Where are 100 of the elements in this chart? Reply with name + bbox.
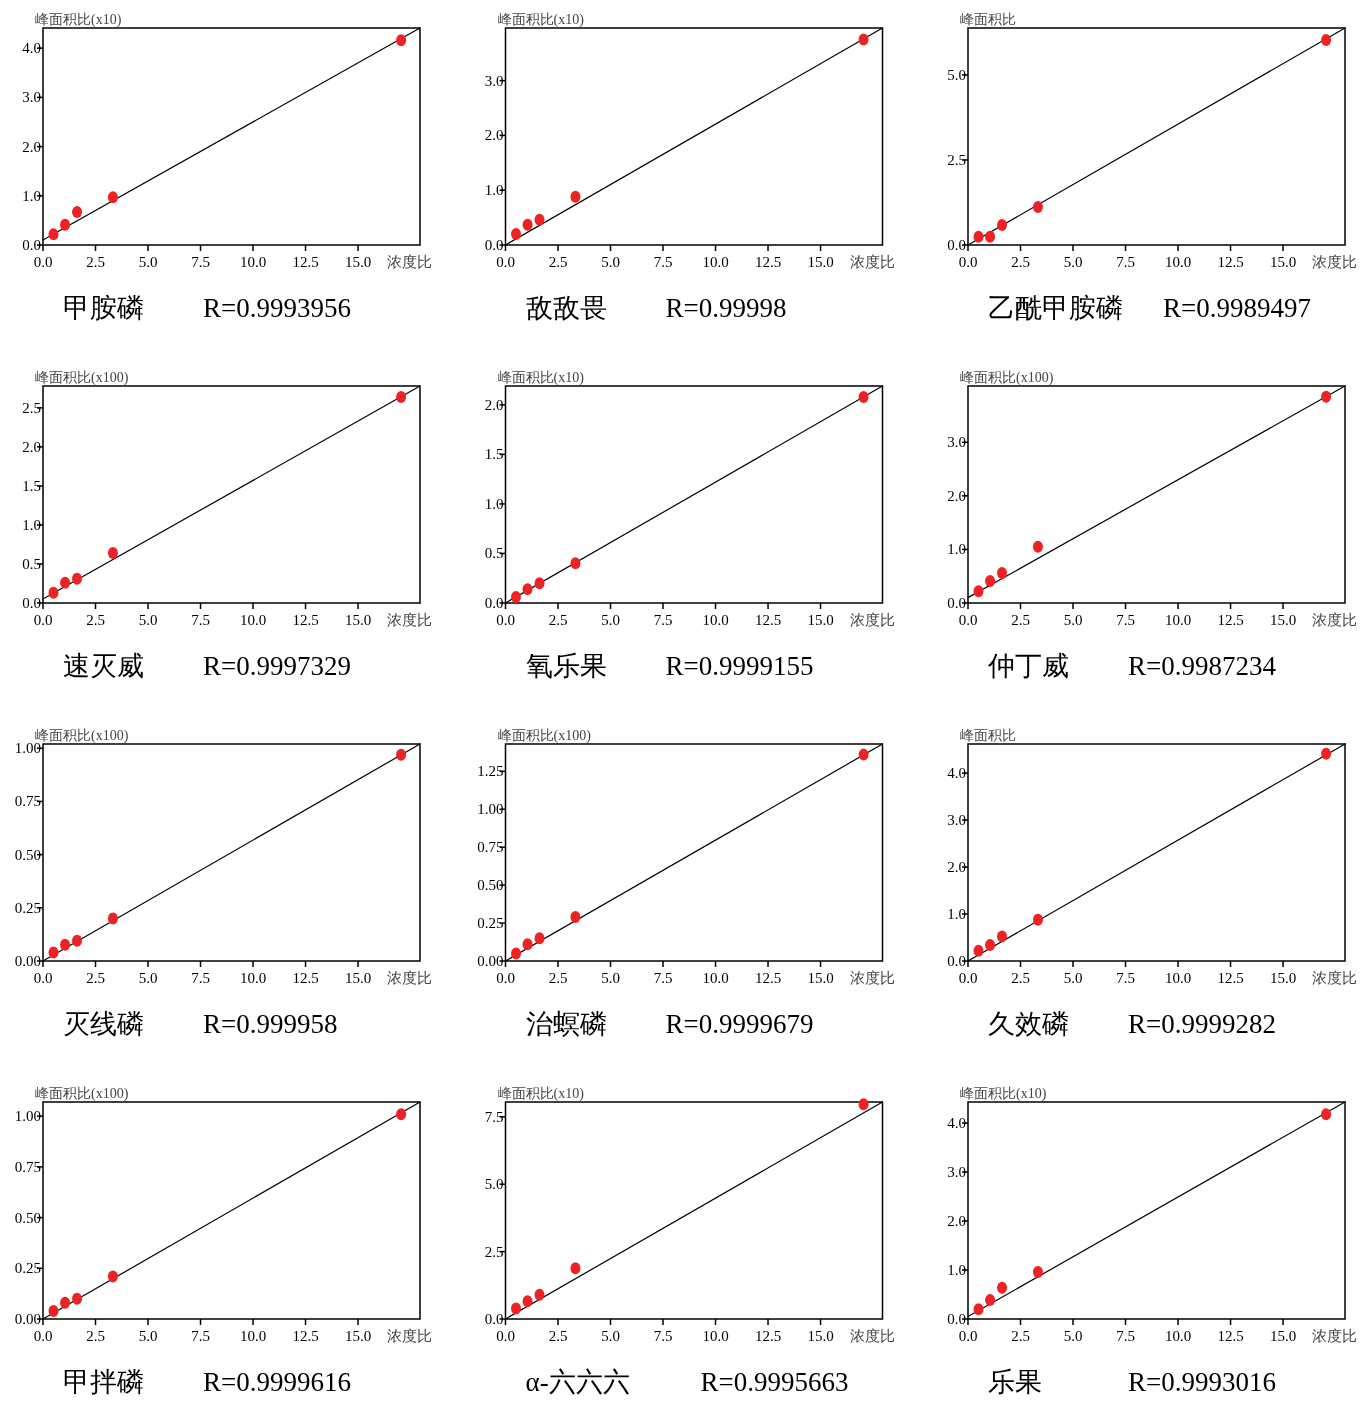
- y-tick-label: 0.0: [484, 595, 504, 611]
- y-axis-title: 峰面积比(x10): [497, 1086, 585, 1102]
- x-tick-label: 12.5: [754, 612, 782, 628]
- x-tick-label: 12.5: [1217, 1328, 1244, 1344]
- y-tick-label: 2.0: [947, 487, 966, 504]
- x-tick-label: 7.5: [191, 612, 210, 628]
- point: [60, 938, 71, 951]
- text: α-六六六: [525, 1367, 630, 1397]
- x-tick-label: 0.0: [958, 254, 978, 270]
- x-tick-label: 5.0: [601, 1328, 620, 1344]
- x-tick-label: 12.5: [292, 970, 319, 986]
- point: [858, 748, 869, 761]
- x-tick-label: 7.5: [1116, 1328, 1135, 1344]
- x-axis-title: 浓度比: [849, 254, 895, 270]
- text: R=0.9989497: [1163, 293, 1311, 323]
- x-tick-label: 12.5: [1217, 970, 1244, 986]
- y-tick-label: 0.0: [22, 237, 41, 253]
- y-axis-title: 峰面积比(x10): [497, 12, 585, 28]
- x-tick-label: 2.5: [548, 612, 568, 628]
- x-tick-label: 5.0: [1063, 1328, 1083, 1344]
- point: [1032, 200, 1043, 213]
- x-tick-label: 15.0: [807, 254, 834, 270]
- y-tick-label: 5.0: [484, 1176, 504, 1193]
- point: [107, 912, 118, 925]
- point: [522, 1295, 533, 1308]
- y-tick-label: 2.0: [22, 438, 41, 455]
- x-tick-label: 15.0: [807, 1328, 834, 1344]
- x-tick-label: 2.5: [1011, 1328, 1030, 1344]
- y-tick-label: 1.5: [484, 446, 504, 463]
- point: [72, 572, 83, 585]
- point: [511, 1302, 521, 1315]
- y-tick-label: 2.0: [484, 127, 504, 144]
- x-tick-label: 15.0: [1269, 1328, 1297, 1344]
- y-tick-label: 0.0: [947, 237, 966, 253]
- point: [107, 547, 118, 560]
- text: 氧乐果: [525, 651, 607, 681]
- text: 速灭威: [63, 651, 144, 681]
- text: 甲胺磷: [63, 293, 144, 323]
- x-tick-label: 0.0: [958, 970, 978, 986]
- x-tick-label: 15.0: [1269, 254, 1297, 270]
- point: [522, 583, 533, 596]
- point: [396, 390, 407, 403]
- point: [48, 586, 59, 599]
- x-tick-label: 2.5: [548, 1328, 568, 1344]
- x-tick-label: 7.5: [1116, 970, 1135, 986]
- point: [1032, 540, 1043, 553]
- text: R=0.9993016: [1128, 1367, 1276, 1397]
- y-axis-title: 峰面积比(x100): [35, 370, 129, 386]
- y-tick-label: 0.75: [14, 793, 41, 810]
- x-tick-label: 5.0: [138, 254, 158, 270]
- point: [60, 218, 71, 231]
- y-tick-label: 1.0: [947, 541, 966, 558]
- point: [570, 190, 581, 203]
- text: R=0.9997329: [203, 651, 351, 681]
- x-tick-label: 2.5: [86, 254, 105, 270]
- x-tick-label: 10.0: [702, 612, 729, 628]
- x-tick-label: 0.0: [496, 970, 515, 986]
- y-axis-title: 峰面积比(x10): [35, 12, 122, 28]
- x-tick-label: 7.5: [653, 612, 673, 628]
- text: 久效磷: [988, 1009, 1069, 1039]
- point: [396, 34, 407, 47]
- y-tick-label: 5.0: [947, 66, 966, 83]
- x-tick-label: 15.0: [807, 612, 834, 628]
- x-tick-label: 0.0: [958, 612, 978, 628]
- y-tick-label: 1.5: [22, 477, 41, 494]
- x-axis-title: 浓度比: [1312, 1328, 1357, 1344]
- x-axis-title: 浓度比: [849, 612, 895, 628]
- y-tick-label: 1.0: [22, 187, 41, 204]
- y-tick-label: 1.0: [484, 495, 504, 512]
- y-axis-title: 峰面积比: [960, 728, 1016, 743]
- y-tick-label: 0.0: [22, 595, 41, 611]
- x-tick-label: 10.0: [239, 970, 267, 986]
- y-tick-label: 3.0: [947, 434, 966, 451]
- x-tick-label: 12.5: [754, 970, 782, 986]
- x-tick-label: 7.5: [191, 970, 210, 986]
- y-tick-label: 0.50: [477, 877, 504, 894]
- point: [60, 1296, 71, 1309]
- y-tick-label: 2.5: [484, 1243, 504, 1260]
- y-tick-label: 7.5: [484, 1108, 504, 1125]
- point: [396, 748, 407, 761]
- point: [973, 1303, 984, 1316]
- point: [72, 206, 83, 219]
- x-tick-label: 2.5: [1011, 612, 1030, 628]
- point: [72, 934, 83, 947]
- y-tick-label: 3.0: [22, 89, 41, 106]
- y-tick-label: 2.5: [947, 151, 966, 168]
- point: [985, 939, 996, 952]
- x-tick-label: 5.0: [1063, 612, 1083, 628]
- point: [48, 946, 59, 959]
- text: R=0.9993956: [203, 293, 351, 323]
- y-tick-label: 1.0: [484, 182, 504, 199]
- point: [997, 218, 1008, 231]
- y-tick-label: 1.25: [477, 763, 504, 780]
- point: [48, 228, 59, 241]
- text: R=0.999958: [203, 1009, 338, 1039]
- y-tick-label: 0.25: [477, 915, 504, 932]
- x-tick-label: 2.5: [548, 970, 568, 986]
- x-tick-label: 12.5: [1217, 612, 1244, 628]
- x-tick-label: 10.0: [239, 612, 267, 628]
- x-tick-label: 10.0: [239, 254, 267, 270]
